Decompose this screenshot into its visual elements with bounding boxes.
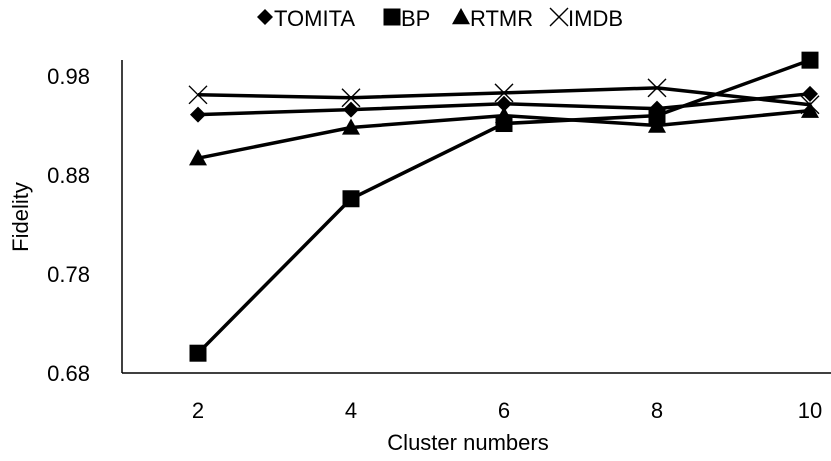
- data-point-tomita: [190, 106, 206, 123]
- legend-marker-bp: [383, 8, 401, 26]
- data-point-imdb: [188, 85, 208, 105]
- data-point-imdb-stroke-b: [800, 95, 820, 115]
- legend-item-tomita: TOMITA: [257, 6, 355, 31]
- x-tick-label: 8: [651, 398, 663, 423]
- x-tick-label: 10: [798, 398, 822, 423]
- legend-item-imdb: IMDB: [549, 6, 623, 31]
- axes: [121, 60, 831, 374]
- data-point-imdb-stroke-b: [647, 78, 667, 98]
- y-tick-labels: 0.98 0.88 0.78 0.68: [47, 64, 90, 386]
- legend-marker-imdb-stroke-b: [549, 7, 569, 27]
- data-point-tomita: [802, 85, 818, 102]
- series-imdb: [188, 78, 820, 115]
- data-point-bp: [189, 344, 207, 362]
- series-layer: [188, 51, 820, 362]
- data-point-imdb: [647, 78, 667, 98]
- data-point-bp: [342, 190, 360, 208]
- data-point-rtmr: [342, 118, 360, 135]
- legend-marker-imdb: [549, 7, 569, 27]
- data-point-tomita: [496, 95, 512, 112]
- legend-marker-tomita: [257, 9, 273, 25]
- data-point-bp: [648, 107, 666, 125]
- legend-item-rtmr: RTMR: [452, 6, 533, 31]
- y-tick-label: 0.88: [47, 163, 90, 188]
- legend-label-rtmr: RTMR: [470, 6, 533, 31]
- legend: TOMITA BP RTMR IMDB: [257, 6, 623, 31]
- data-point-tomita: [343, 101, 359, 118]
- data-point-rtmr: [648, 116, 666, 133]
- data-point-bp: [801, 51, 819, 69]
- data-point-rtmr: [801, 101, 819, 118]
- y-axis-title: Fidelity: [8, 182, 33, 252]
- data-point-rtmr: [189, 149, 207, 166]
- legend-label-imdb: IMDB: [568, 6, 623, 31]
- x-tick-label: 6: [498, 398, 510, 423]
- legend-marker-rtmr: [452, 8, 470, 25]
- x-tick-label: 2: [192, 398, 204, 423]
- legend-label-tomita: TOMITA: [274, 6, 355, 31]
- x-tick-label: 4: [345, 398, 357, 423]
- data-point-imdb: [800, 95, 820, 115]
- y-tick-label: 0.68: [47, 361, 90, 386]
- data-point-imdb: [341, 88, 361, 108]
- data-point-rtmr: [495, 106, 513, 123]
- data-point-imdb-stroke-b: [188, 85, 208, 105]
- series-rtmr: [189, 101, 819, 166]
- x-axis-title: Cluster numbers: [387, 430, 548, 455]
- x-tick-labels: 2 4 6 8 10: [192, 398, 822, 423]
- legend-item-bp: BP: [383, 6, 430, 31]
- data-point-imdb: [494, 83, 514, 103]
- data-point-imdb-stroke-b: [494, 83, 514, 103]
- y-tick-label: 0.78: [47, 262, 90, 287]
- legend-label-bp: BP: [401, 6, 430, 31]
- data-point-imdb-stroke-b: [341, 88, 361, 108]
- y-tick-label: 0.98: [47, 64, 90, 89]
